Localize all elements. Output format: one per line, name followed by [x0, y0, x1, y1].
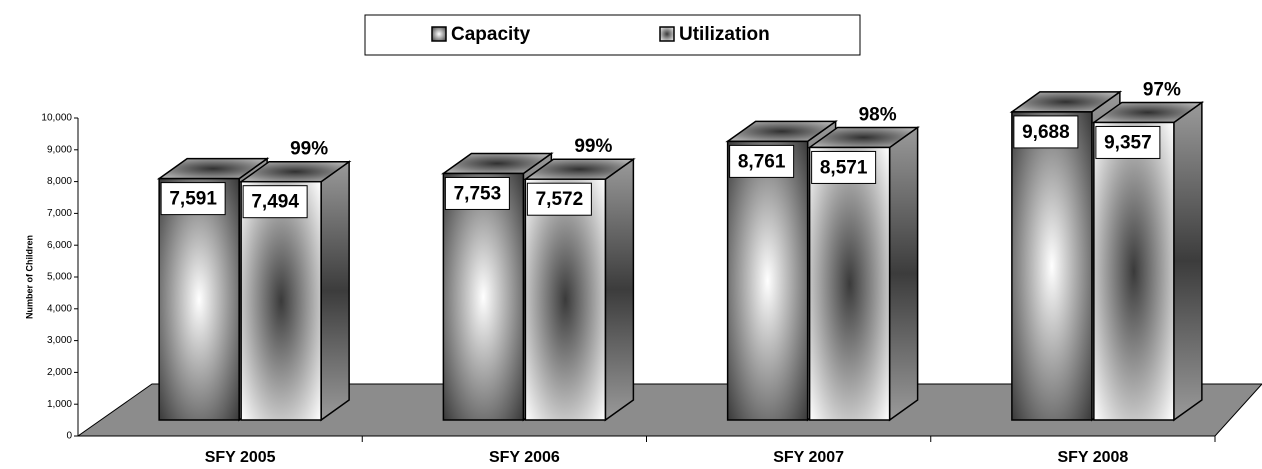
value-label-box: [444, 176, 510, 210]
bar: [1093, 121, 1175, 421]
bar: [524, 178, 607, 421]
value-label: 9,357: [1104, 132, 1152, 153]
x-tick-label: SFY 2005: [205, 449, 276, 466]
x-tick-label: SFY 2007: [773, 449, 844, 466]
y-tick-label: 4,000: [47, 303, 72, 314]
y-tick-label: 3,000: [47, 335, 72, 346]
y-tick-label: 2,000: [47, 367, 72, 378]
y-tick-label: 5,000: [47, 272, 72, 283]
bar-side: [1173, 100, 1203, 422]
y-tick-label: 1,000: [47, 399, 72, 410]
y-tick-label: 7,000: [47, 208, 72, 219]
legend-swatch: [431, 26, 447, 42]
y-tick-label: 0: [66, 431, 72, 442]
bar: [808, 146, 891, 421]
legend-label: Utilization: [679, 24, 770, 45]
value-label-box: [1013, 115, 1079, 149]
annotation: 98%: [859, 104, 897, 125]
annotation: 97%: [1143, 79, 1181, 100]
bar-side: [888, 125, 919, 422]
bar: [442, 172, 525, 421]
legend-box: [364, 14, 861, 56]
value-label-box: [242, 185, 308, 219]
y-tick-label: 8,000: [47, 176, 72, 187]
annotation: 99%: [290, 139, 328, 160]
y-tick-label: 6,000: [47, 240, 72, 251]
value-label: 8,761: [738, 151, 786, 172]
value-label-box: [811, 150, 877, 184]
x-tick-label: SFY 2008: [1057, 449, 1128, 466]
y-axis-label: Number of Children: [24, 235, 34, 319]
y-tick-label: 9,000: [47, 144, 72, 155]
value-label: 8,571: [820, 157, 868, 178]
value-label-box: [160, 182, 226, 216]
bar: [1011, 111, 1093, 421]
legend-label: Capacity: [451, 24, 531, 45]
legend-swatch: [659, 26, 675, 42]
y-tick-label: 10,000: [41, 113, 72, 124]
bar: [726, 140, 809, 421]
value-label-box: [729, 144, 795, 178]
bar: [240, 180, 322, 421]
value-label: 7,572: [536, 189, 584, 210]
bar-side: [604, 157, 635, 422]
x-tick-label: SFY 2006: [489, 449, 560, 466]
bar-side: [320, 160, 350, 422]
value-label: 7,591: [169, 189, 217, 210]
value-label-box: [526, 182, 592, 216]
bar: [158, 177, 240, 421]
value-label-box: [1095, 125, 1161, 159]
annotation: 99%: [574, 136, 612, 157]
value-label: 7,494: [251, 192, 299, 213]
value-label: 9,688: [1022, 122, 1070, 143]
value-label: 7,753: [454, 183, 502, 204]
